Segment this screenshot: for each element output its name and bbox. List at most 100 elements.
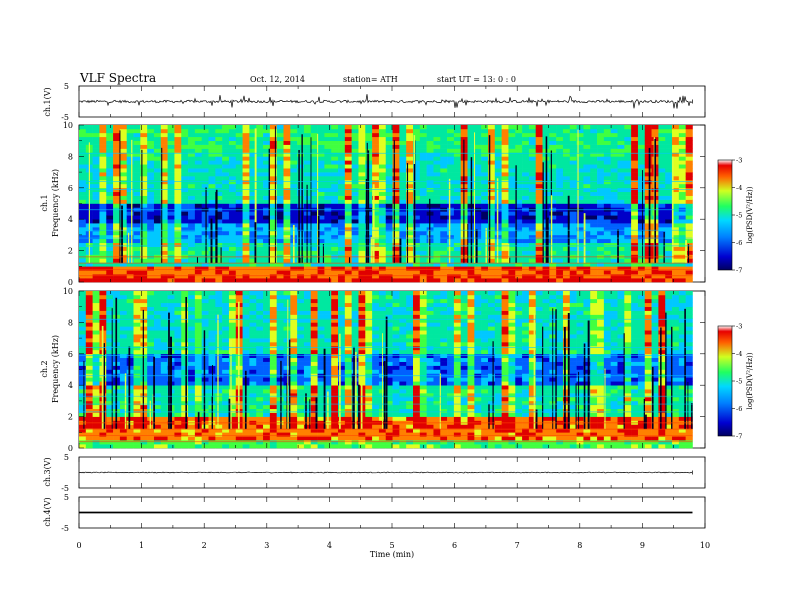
spectrogram-cell [256,345,264,351]
spectrogram-cell [147,176,155,181]
spectrogram-cell [174,172,182,177]
spectrogram-cell [672,140,680,145]
spectrogram-cell [119,349,128,355]
spectrogram-cell [378,211,387,216]
spectrogram-cell [303,172,312,177]
spectrogram-cell [194,176,202,181]
spectrogram-cell [228,172,237,177]
spectrogram-cell [242,353,250,359]
spectrogram-cell [194,199,202,204]
spectrogram-cell [188,183,196,189]
spectrogram-cell [365,270,373,275]
spectrogram-cell [140,136,148,141]
spectrogram-cell [242,238,250,244]
spectrogram-cell [167,262,175,267]
spectrogram-cell [453,164,462,169]
spectrogram-cell [528,278,537,283]
spectrogram-cell [583,164,591,169]
spectrogram-cell [215,353,223,359]
spectrogram-cell [631,262,639,267]
spectrogram-cell [658,230,666,236]
spectrogram-cell [535,179,543,185]
spectrogram-cell [106,298,114,304]
spectrogram-cell [583,191,591,196]
spectrogram-cell [351,230,359,236]
spectrogram-cell [535,223,543,228]
spectrogram-cell [249,361,257,366]
spectrogram-cell [269,144,277,149]
spectrogram-cell [378,203,387,208]
spectrogram-cell [99,432,107,437]
spectrogram-cell [153,314,162,319]
spectrogram-cell [658,219,666,224]
spectrogram-cell [228,408,237,413]
spectrogram-cell [228,136,237,141]
spectrogram-cell [474,128,482,134]
spectrogram-cell [222,444,230,449]
spectrogram-cell [556,219,564,224]
spectrogram-cell [317,270,325,275]
spectrogram-cell [242,156,250,161]
spectrogram-cell [106,156,114,161]
spectrogram-cell [188,306,196,311]
spectrogram-cell [208,357,216,362]
spectrogram-cell [372,203,380,208]
spectrogram-cell [181,238,189,244]
spectrogram-cell [447,176,455,181]
spectrogram-cell [665,152,673,157]
spectrogram-cell [467,152,475,157]
spectrogram-cell [494,262,502,267]
spectrogram-cell [453,211,462,216]
spectrogram-cell [106,428,114,433]
spectrogram-cell [481,223,489,228]
spectrogram-cell [188,203,196,208]
spectrogram-cell [556,152,564,157]
spectrogram-cell [644,195,652,200]
spectrogram-cell [208,148,216,153]
spectrogram-cell [413,152,421,157]
spectrogram-cell [678,266,686,271]
spectrogram-cell [426,156,434,161]
spectrogram-cell [153,250,162,255]
spectrogram-cell [181,361,189,366]
spectrogram-cell [610,234,618,240]
spectrogram-cell [92,246,100,251]
spectrogram-cell [215,361,223,366]
spectrogram-cell [242,294,250,300]
spectrogram-cell [672,156,680,161]
spectrogram-cell [378,250,387,255]
spectrogram-cell [126,291,134,296]
spectrogram-cell [508,262,516,267]
spectrogram-cell [549,199,557,204]
spectrogram-cell [542,125,550,130]
spectrogram-cell [201,338,209,343]
spectrogram-cell [385,234,393,240]
spectrogram-cell [215,211,223,216]
spectrogram-cell [678,172,686,177]
spectrogram-cell [487,266,496,271]
spectrogram-cell [358,234,366,240]
spectrogram-cell [590,168,598,173]
spectrogram-cell [610,125,618,130]
spectrogram-cell [487,274,496,279]
spectrogram-cell [133,294,141,300]
spectrogram-cell [290,148,298,153]
spectrogram-cell [344,176,352,181]
spectrogram-cell [167,440,175,445]
spectrogram-cell [92,377,100,382]
spectrogram-cell [119,125,128,130]
spectrogram-cell [474,270,482,275]
spectrogram-cell [487,227,496,232]
spectrogram-cell [119,345,128,351]
spectrogram-cell [201,326,209,331]
spectrogram-cell [501,179,509,185]
spectrogram-cell [153,128,162,134]
spectrogram-cell [303,132,312,138]
spectrogram-cell [481,242,489,247]
spectrogram-cell [399,125,407,130]
spectrogram-cell [249,377,257,382]
spectrogram-cell [201,250,209,255]
spectrogram-cell [147,250,155,255]
spectrogram-cell [528,219,537,224]
spectrogram-cell [487,179,496,185]
